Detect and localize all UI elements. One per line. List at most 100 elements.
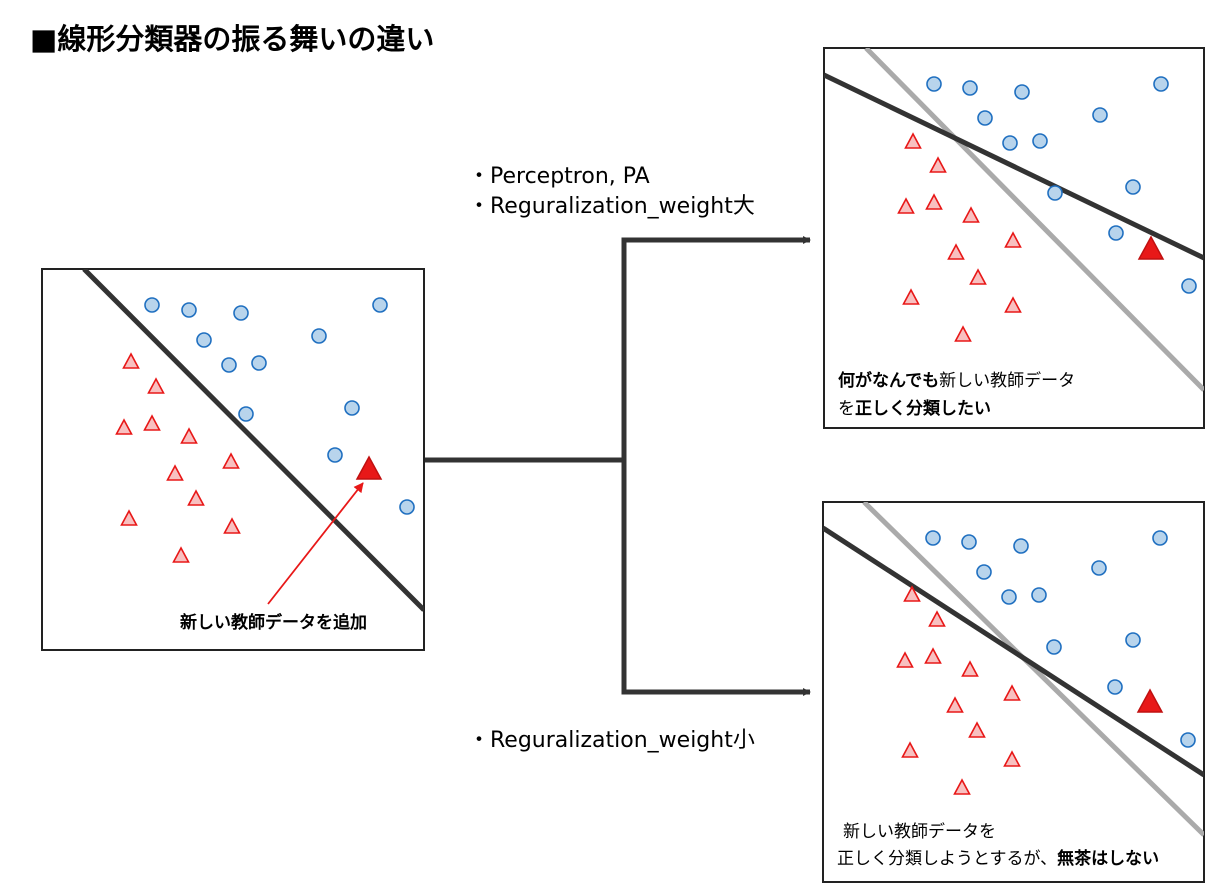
- triangle-point: [946, 696, 964, 713]
- page-title: ■線形分類器の振る舞いの違い: [30, 22, 434, 56]
- triangle-point: [147, 377, 165, 394]
- circle-point: [196, 332, 212, 348]
- triangle-point: [1004, 296, 1022, 313]
- circle-point: [399, 499, 415, 515]
- circle-point: [1091, 560, 1107, 576]
- top-right-old-boundary: [864, 48, 1204, 392]
- bottom-right-panel: 新しい教師データを 正しく分類しようとするが、無茶はしない: [822, 501, 1205, 883]
- circle-point: [144, 297, 160, 313]
- circle-point: [1046, 639, 1062, 655]
- left-circle-class: [144, 297, 415, 515]
- circle-point: [1152, 530, 1168, 546]
- triangle-point: [953, 778, 971, 795]
- new-training-point: [355, 455, 383, 480]
- option-perceptron-label: ・Perceptron, PA: [468, 164, 650, 189]
- triangle-point: [901, 741, 919, 758]
- circle-point: [977, 110, 993, 126]
- circle-point: [233, 305, 249, 321]
- circle-point: [372, 297, 388, 313]
- triangle-point: [904, 132, 922, 149]
- circle-point: [344, 400, 360, 416]
- triangle-point: [222, 452, 240, 469]
- circle-point: [976, 564, 992, 580]
- circle-point: [1014, 84, 1030, 100]
- triangle-point: [961, 660, 979, 677]
- left-decision-boundary: [82, 269, 424, 612]
- triangle-point: [166, 464, 184, 481]
- triangle-point: [143, 414, 161, 431]
- circle-point: [238, 406, 254, 422]
- bottom-right-new-point: [1136, 688, 1164, 713]
- circle-point: [1032, 133, 1048, 149]
- left-triangle-class: [115, 352, 241, 563]
- circle-point: [961, 534, 977, 550]
- circle-point: [1108, 225, 1124, 241]
- triangle-point: [968, 721, 986, 738]
- top-right-panel: 何がなんでも新しい教師データ を正しく分類したい: [823, 47, 1205, 429]
- circle-point: [251, 355, 267, 371]
- triangle-point: [122, 352, 140, 369]
- left-panel: 新しい教師データを追加: [41, 268, 425, 651]
- circle-point: [1180, 732, 1196, 748]
- triangle-point: [180, 427, 198, 444]
- triangle-point: [924, 647, 942, 664]
- circle-point: [1031, 587, 1047, 603]
- circle-point: [1001, 589, 1017, 605]
- circle-point: [221, 357, 237, 373]
- connector-arrows: [424, 236, 811, 696]
- triangle-point: [1004, 231, 1022, 248]
- circle-point: [1107, 679, 1123, 695]
- triangle-point: [1003, 684, 1021, 701]
- triangle-point: [947, 243, 965, 260]
- circle-point: [1002, 135, 1018, 151]
- top-right-new-boundary: [824, 72, 1204, 261]
- circle-point: [925, 530, 941, 546]
- triangle-point: [962, 206, 980, 223]
- triangle-point: [903, 585, 921, 602]
- triangle-point: [187, 489, 205, 506]
- circle-point: [327, 447, 343, 463]
- top-right-caption-line2: を正しく分類したい: [838, 399, 991, 419]
- option-small-regularization-label: ・Reguralization_weight小: [468, 728, 755, 753]
- triangle-point: [896, 651, 914, 668]
- circle-point: [962, 80, 978, 96]
- circle-point: [1153, 76, 1169, 92]
- top-right-new-point: [1137, 235, 1165, 260]
- circle-point: [1125, 632, 1141, 648]
- triangle-point: [928, 610, 946, 627]
- triangle-point: [929, 156, 947, 173]
- top-right-caption-line1: 何がなんでも新しい教師データ: [838, 370, 1075, 391]
- connector-arrow-top: [424, 236, 811, 463]
- left-annotation: 新しい教師データを追加: [180, 612, 367, 633]
- circle-point: [926, 76, 942, 92]
- bottom-right-old-boundary: [862, 502, 1204, 837]
- triangle-point: [902, 288, 920, 305]
- circle-point: [1125, 179, 1141, 195]
- circle-point: [1181, 278, 1197, 294]
- triangle-point: [120, 509, 138, 526]
- top-right-triangle-class: [897, 132, 1022, 342]
- triangle-point: [969, 268, 987, 285]
- circle-point: [1092, 107, 1108, 123]
- bottom-right-caption-line1: 新しい教師データを: [843, 821, 996, 842]
- circle-point: [311, 328, 327, 344]
- option-large-regularization-label: ・Reguralization_weight大: [468, 194, 755, 219]
- bottom-right-caption-line2: 正しく分類しようとするが、無茶はしない: [837, 848, 1159, 869]
- circle-point: [1047, 185, 1063, 201]
- bottom-right-triangle-class: [896, 585, 1021, 795]
- bottom-right-circle-class: [925, 530, 1196, 748]
- triangle-point: [925, 193, 943, 210]
- triangle-point: [115, 418, 133, 435]
- circle-point: [1013, 538, 1029, 554]
- top-right-circle-class: [926, 76, 1197, 294]
- triangle-point: [954, 325, 972, 342]
- triangle-point: [1003, 750, 1021, 767]
- bottom-right-new-boundary: [823, 525, 1204, 778]
- triangle-point: [223, 517, 241, 534]
- circle-point: [181, 302, 197, 318]
- connector-arrow-bottom: [621, 460, 811, 696]
- triangle-point: [897, 197, 915, 214]
- triangle-point: [172, 546, 190, 563]
- annotation-arrow: [267, 482, 364, 605]
